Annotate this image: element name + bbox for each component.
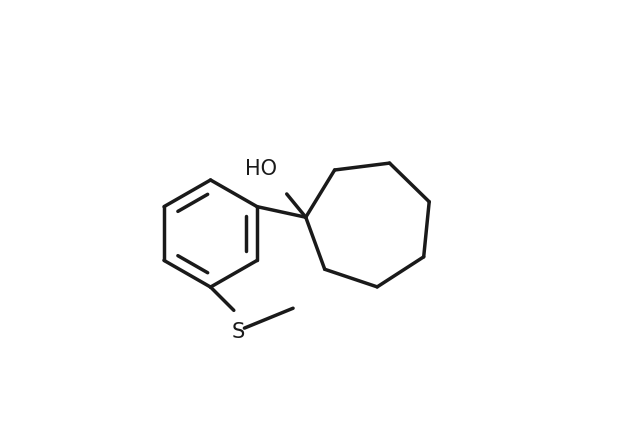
Text: HO: HO xyxy=(246,158,277,178)
Text: S: S xyxy=(231,322,245,342)
